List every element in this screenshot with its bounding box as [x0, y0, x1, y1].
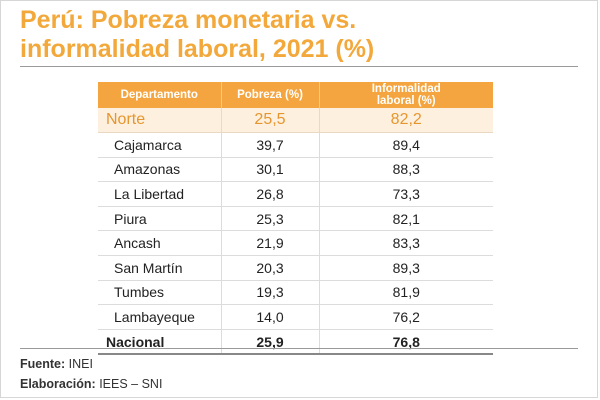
table-header: Departamento Pobreza (%) Informalidad la… — [98, 82, 493, 108]
bottom-divider — [20, 348, 578, 349]
header-informalidad-line-1: Informalidad — [371, 83, 441, 95]
source-label: Fuente: — [20, 357, 66, 371]
row-departamento: Piura — [98, 206, 222, 232]
table-row: La Libertad 26,8 73,3 — [98, 181, 493, 207]
table-row: Cajamarca 39,7 89,4 — [98, 132, 493, 158]
data-table-wrapper: Departamento Pobreza (%) Informalidad la… — [98, 82, 493, 356]
row-pobreza: 30,1 — [221, 157, 320, 183]
title-line-1: Perú: Pobreza monetaria vs. — [20, 6, 357, 34]
source-value: INEI — [68, 357, 93, 371]
row-pobreza: 19,3 — [221, 280, 320, 306]
title-line-2: informalidad laboral, 2021 (%) — [20, 35, 375, 63]
row-pobreza: 14,0 — [221, 304, 320, 330]
row-informalidad: 83,3 — [319, 230, 493, 256]
row-pobreza: 20,3 — [221, 255, 320, 281]
row-departamento: Lambayeque — [98, 304, 222, 330]
table-row: Amazonas 30,1 88,3 — [98, 157, 493, 183]
elaboration-value: IEES – SNI — [99, 377, 163, 391]
elaboration-line: Elaboración: IEES – SNI — [20, 374, 162, 394]
total-row-nacional: Nacional 25,9 76,8 — [98, 328, 493, 356]
table-row: Tumbes 19,3 81,9 — [98, 280, 493, 306]
table-row: Lambayeque 14,0 76,2 — [98, 304, 493, 330]
table-row: Piura 25,3 82,1 — [98, 206, 493, 232]
header-departamento: Departamento — [98, 82, 222, 108]
row-informalidad: 88,3 — [319, 157, 493, 183]
header-informalidad-line-2: laboral (%) — [376, 95, 436, 107]
region-pobreza: 25,5 — [221, 108, 320, 133]
row-pobreza: 39,7 — [221, 132, 320, 158]
row-departamento: Cajamarca — [98, 132, 222, 158]
top-divider — [20, 66, 578, 67]
row-departamento: Amazonas — [98, 157, 222, 183]
elaboration-label: Elaboración: — [20, 377, 96, 391]
source-line: Fuente: INEI — [20, 354, 162, 374]
row-informalidad: 89,4 — [319, 132, 493, 158]
row-pobreza: 26,8 — [221, 181, 320, 207]
total-informalidad: 76,8 — [319, 328, 493, 356]
row-informalidad: 81,9 — [319, 280, 493, 306]
table-body: Norte 25,5 82,2 Cajamarca 39,7 89,4 Amazona… — [98, 108, 493, 356]
header-pobreza: Pobreza (%) — [221, 82, 320, 108]
row-informalidad: 76,2 — [319, 304, 493, 330]
total-pobreza: 25,9 — [221, 328, 320, 356]
row-departamento: Tumbes — [98, 280, 222, 306]
row-departamento: Ancash — [98, 230, 222, 256]
row-departamento: San Martín — [98, 255, 222, 281]
table-row: Ancash 21,9 83,3 — [98, 230, 493, 256]
total-name: Nacional — [98, 328, 222, 356]
data-table: Departamento Pobreza (%) Informalidad la… — [98, 82, 493, 356]
region-name: Norte — [98, 108, 222, 133]
row-pobreza: 21,9 — [221, 230, 320, 256]
row-informalidad: 82,1 — [319, 206, 493, 232]
source-notes: Fuente: INEI Elaboración: IEES – SNI — [20, 354, 162, 394]
table-row: San Martín 20,3 89,3 — [98, 255, 493, 281]
header-row: Departamento Pobreza (%) Informalidad la… — [98, 82, 493, 108]
row-departamento: La Libertad — [98, 181, 222, 207]
region-row-norte: Norte 25,5 82,2 — [98, 108, 493, 133]
region-informalidad: 82,2 — [319, 108, 493, 133]
row-informalidad: 89,3 — [319, 255, 493, 281]
row-pobreza: 25,3 — [221, 206, 320, 232]
row-informalidad: 73,3 — [319, 181, 493, 207]
header-informalidad: Informalidad laboral (%) — [319, 82, 493, 108]
chart-title: Perú: Pobreza monetaria vs. informalidad… — [20, 6, 580, 64]
